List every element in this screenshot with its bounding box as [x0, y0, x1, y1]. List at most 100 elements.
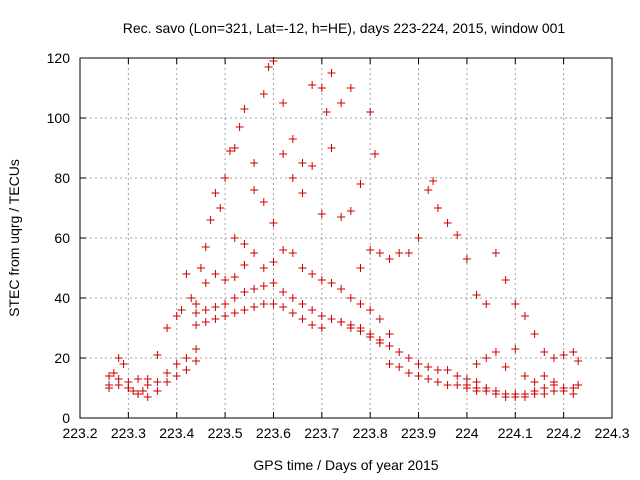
data-point — [540, 372, 549, 380]
data-point — [375, 249, 384, 257]
data-point — [395, 249, 404, 257]
data-point — [187, 294, 196, 302]
data-point — [308, 306, 317, 314]
data-point — [192, 357, 201, 365]
data-point — [569, 348, 578, 356]
y-tick-label: 20 — [54, 350, 70, 366]
data-point — [172, 312, 181, 320]
chart-title: Rec. savo (Lon=321, Lat=-12, h=HE), days… — [123, 20, 566, 36]
data-point — [356, 264, 365, 272]
data-point — [279, 303, 288, 311]
data-point — [230, 294, 239, 302]
data-point — [288, 294, 297, 302]
data-point — [201, 306, 210, 314]
data-point — [235, 123, 244, 131]
data-point — [337, 318, 346, 326]
data-point — [453, 381, 462, 389]
data-point — [404, 249, 413, 257]
x-tick-label: 223.8 — [353, 425, 388, 441]
data-point — [221, 312, 230, 320]
grid-lines — [80, 58, 612, 418]
data-point — [308, 162, 317, 170]
data-point — [298, 315, 307, 323]
data-point — [346, 207, 355, 215]
data-point — [375, 315, 384, 323]
x-tick-label: 223.9 — [401, 425, 436, 441]
data-point — [138, 387, 147, 395]
data-point — [211, 303, 220, 311]
y-tick-label: 0 — [62, 410, 70, 426]
data-point — [482, 387, 491, 395]
data-point — [298, 189, 307, 197]
data-point — [385, 255, 394, 263]
data-point — [153, 378, 162, 386]
data-point — [472, 384, 481, 392]
data-point — [269, 258, 278, 266]
data-point — [259, 282, 268, 290]
data-point — [530, 378, 539, 386]
data-point — [163, 369, 172, 377]
data-point — [317, 210, 326, 218]
data-point — [182, 366, 191, 374]
data-point — [196, 264, 205, 272]
x-tick-label: 223.3 — [111, 425, 146, 441]
data-point — [192, 309, 201, 317]
data-point — [433, 378, 442, 386]
data-point — [288, 174, 297, 182]
data-point — [559, 351, 568, 359]
data-point — [501, 363, 510, 371]
y-tick-label: 100 — [47, 110, 71, 126]
data-point — [105, 372, 114, 380]
data-point — [540, 348, 549, 356]
data-point — [211, 315, 220, 323]
data-point — [221, 300, 230, 308]
data-point — [491, 249, 500, 257]
data-point — [109, 369, 118, 377]
data-point — [520, 372, 529, 380]
data-point — [414, 372, 423, 380]
data-point — [269, 279, 278, 287]
data-point — [559, 387, 568, 395]
data-point — [317, 84, 326, 92]
data-point — [385, 360, 394, 368]
data-point — [288, 135, 297, 143]
x-tick-label: 224.3 — [594, 425, 629, 441]
data-point — [549, 381, 558, 389]
data-point — [385, 330, 394, 338]
data-point — [574, 381, 583, 389]
data-point — [395, 363, 404, 371]
data-point — [569, 390, 578, 398]
data-point — [385, 342, 394, 350]
data-point — [143, 375, 152, 383]
data-point — [462, 255, 471, 263]
data-point — [192, 300, 201, 308]
data-point — [225, 147, 234, 155]
data-point — [424, 186, 433, 194]
data-point — [250, 159, 259, 167]
data-point — [250, 249, 259, 257]
data-point — [124, 384, 133, 392]
x-tick-label: 224.2 — [546, 425, 581, 441]
data-point — [356, 324, 365, 332]
data-point — [279, 99, 288, 107]
data-point — [298, 300, 307, 308]
data-point — [317, 312, 326, 320]
x-tick-label: 223.7 — [304, 425, 339, 441]
data-point — [443, 219, 452, 227]
data-point — [182, 354, 191, 362]
data-point — [472, 291, 481, 299]
data-point — [356, 300, 365, 308]
data-point — [240, 240, 249, 248]
data-point — [453, 372, 462, 380]
data-point — [366, 330, 375, 338]
data-point — [264, 63, 273, 71]
data-point — [540, 384, 549, 392]
data-point — [114, 354, 123, 362]
data-point — [230, 309, 239, 317]
data-point — [250, 303, 259, 311]
data-point — [288, 249, 297, 257]
data-point — [322, 108, 331, 116]
data-point — [404, 354, 413, 362]
data-point — [520, 390, 529, 398]
